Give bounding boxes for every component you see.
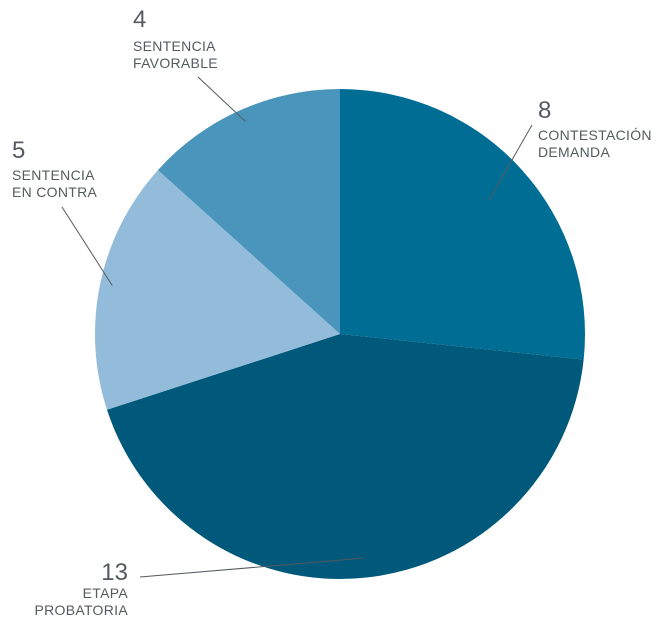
slice-value-label-en-contra: 5 — [12, 137, 25, 164]
slice-value-label-contestacion: 8 — [538, 97, 551, 124]
leader-lines — [61, 76, 533, 578]
slice-category-label-contestacion-line2: DEMANDA — [538, 144, 610, 160]
slice-category-label-favorable-line1: SENTENCIA — [133, 38, 216, 54]
slice-value-label-favorable: 4 — [133, 6, 146, 33]
slice-category-label-en-contra-line1: SENTENCIA — [12, 167, 95, 183]
leader-line-contestacion — [488, 124, 533, 200]
pie-slice-en-contra — [94, 170, 340, 410]
leader-line-etapa — [139, 557, 364, 578]
pie-slice-contestacion — [340, 89, 585, 360]
slice-category-label-etapa-line2: PROBATORIA — [34, 602, 128, 618]
pie-slice-etapa — [106, 334, 584, 579]
slice-category-label-etapa-line1: ETAPA — [83, 585, 129, 601]
slice-category-label-favorable-line2: FAVORABLE — [133, 55, 218, 71]
pie-slice-favorable — [157, 88, 340, 334]
pie-slices — [94, 88, 585, 579]
slice-category-label-contestacion-line1: CONTESTACIÓN — [538, 127, 652, 143]
slice-category-label-en-contra-line2: EN CONTRA — [12, 184, 98, 200]
leader-line-favorable — [197, 76, 246, 122]
leader-line-en-contra — [61, 206, 113, 286]
slice-value-label-etapa: 13 — [101, 559, 128, 586]
